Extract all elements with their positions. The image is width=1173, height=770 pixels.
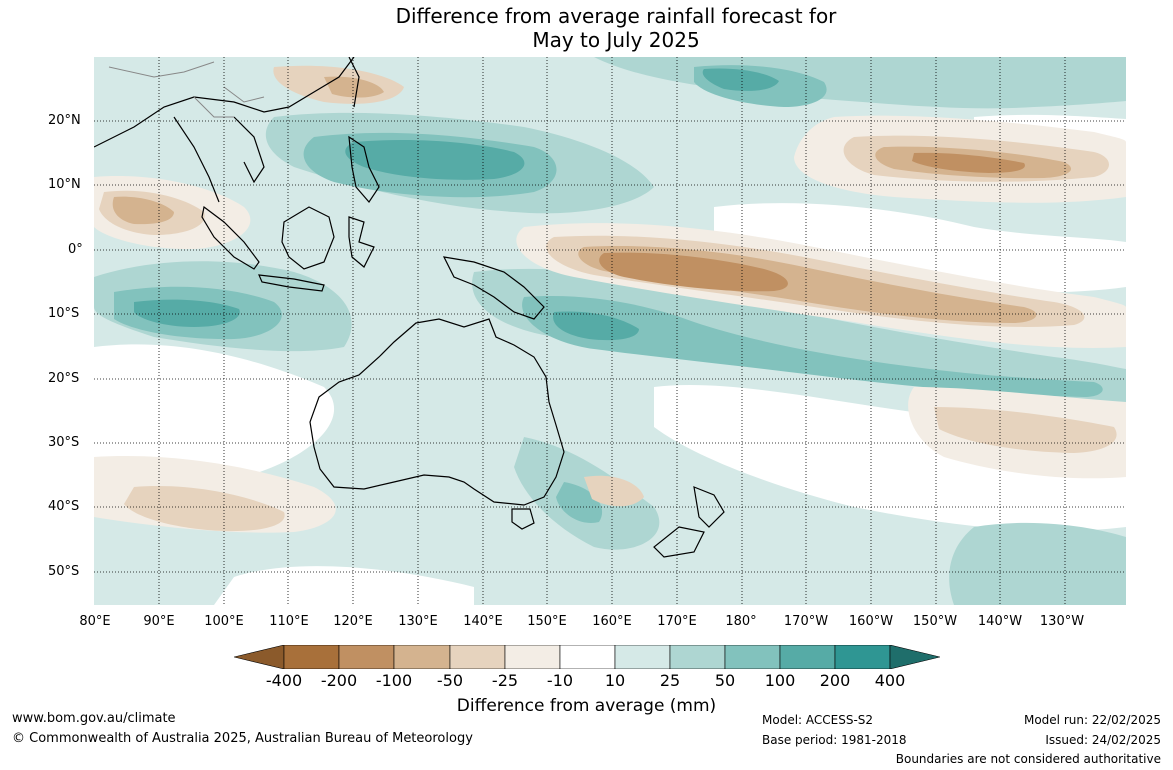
sumatra-coastline (201, 205, 260, 270)
lon-label: 170°W (783, 614, 829, 629)
legend-swatch (283, 644, 340, 670)
lon-label: 150°W (912, 614, 958, 629)
lon-label: 160°W (848, 614, 894, 629)
title-line-2: May to July 2025 (532, 28, 700, 52)
lon-label: 130°W (1039, 614, 1085, 629)
legend-title: Difference from average (mm) (456, 696, 717, 716)
lat-label: 40°S (48, 499, 80, 514)
new-zealand-coastline (653, 486, 725, 558)
lon-label: 130°E (398, 614, 438, 629)
field-teal-200 (134, 68, 779, 341)
legend-swatch (393, 644, 451, 670)
legend-swatch (614, 644, 671, 670)
australia-coastline (309, 318, 565, 506)
website-link[interactable]: www.bom.gov.au/climate (12, 711, 176, 726)
rainfall-map (94, 57, 1126, 605)
legend-swatch (504, 644, 561, 670)
legend-swatch (834, 644, 891, 670)
legend-tick: 400 (874, 671, 906, 690)
field-white-patches (94, 114, 1126, 605)
land-borders (108, 61, 265, 118)
field-brown-100 (599, 152, 1025, 292)
legend-swatch (559, 644, 616, 670)
lon-label: 80°E (79, 614, 111, 629)
model-text: Model: ACCESS-S2 (762, 713, 874, 727)
lat-label: 20°S (48, 371, 80, 386)
lat-label: 10°N (48, 177, 81, 192)
philippines-coastline (348, 135, 380, 203)
lon-label: 170°E (657, 614, 697, 629)
legend-tick: -50 (436, 671, 464, 690)
lon-label: 140°E (463, 614, 503, 629)
legend-swatch (724, 644, 781, 670)
legend-tick: -10 (546, 671, 574, 690)
coastlines (94, 57, 725, 558)
legend-tick: -25 (491, 671, 519, 690)
legend-swatch-extend-low (233, 644, 285, 670)
legend-colorbar (233, 644, 941, 673)
lon-label: 120°E (333, 614, 373, 629)
title-line-1: Difference from average rainfall forecas… (395, 4, 837, 28)
map-title: Difference from average rainfall forecas… (0, 4, 1173, 52)
sulawesi-coastline (348, 216, 375, 268)
java-coastline (258, 274, 325, 292)
lon-label: 100°E (204, 614, 244, 629)
lat-label: 0° (68, 242, 83, 257)
legend-tick: 25 (659, 671, 681, 690)
lon-label: 160°E (592, 614, 632, 629)
legend-tick: -200 (320, 671, 358, 690)
legend-tick: 50 (714, 671, 736, 690)
legend-tick: -400 (265, 671, 303, 690)
legend-swatch (669, 644, 726, 670)
japan-coastline (348, 57, 360, 108)
legend-swatch-extend-high (889, 644, 941, 670)
legend-tick: 100 (764, 671, 796, 690)
lon-label: 140°W (977, 614, 1023, 629)
field-teal-100 (114, 65, 1103, 523)
lon-label: 180° (725, 614, 757, 629)
legend-swatch (338, 644, 395, 670)
lon-label: 150°E (527, 614, 567, 629)
tasmania-coastline (511, 508, 535, 530)
lat-label: 10°S (48, 306, 80, 321)
copyright-text: © Commonwealth of Australia 2025, Austra… (12, 731, 473, 746)
gridlines (94, 57, 1126, 605)
new-guinea-coastline (442, 256, 545, 320)
lon-label: 110°E (269, 614, 309, 629)
legend-tick: -100 (375, 671, 413, 690)
legend-tick: 10 (604, 671, 626, 690)
disclaimer-text: Boundaries are not considered authoritat… (895, 752, 1161, 766)
issued-text: Issued: 24/02/2025 (1045, 733, 1161, 747)
legend-tick: 200 (819, 671, 851, 690)
lon-label: 90°E (143, 614, 175, 629)
borneo-coastline (281, 206, 335, 270)
asia-coastline (94, 57, 355, 203)
model-run-text: Model run: 22/02/2025 (1023, 713, 1161, 727)
legend-swatch (449, 644, 506, 670)
base-period-text: Base period: 1981-2018 (762, 733, 907, 747)
lat-label: 50°S (48, 564, 80, 579)
lat-label: 30°S (48, 435, 80, 450)
lat-label: 20°N (48, 113, 81, 128)
legend-swatch (779, 644, 836, 670)
